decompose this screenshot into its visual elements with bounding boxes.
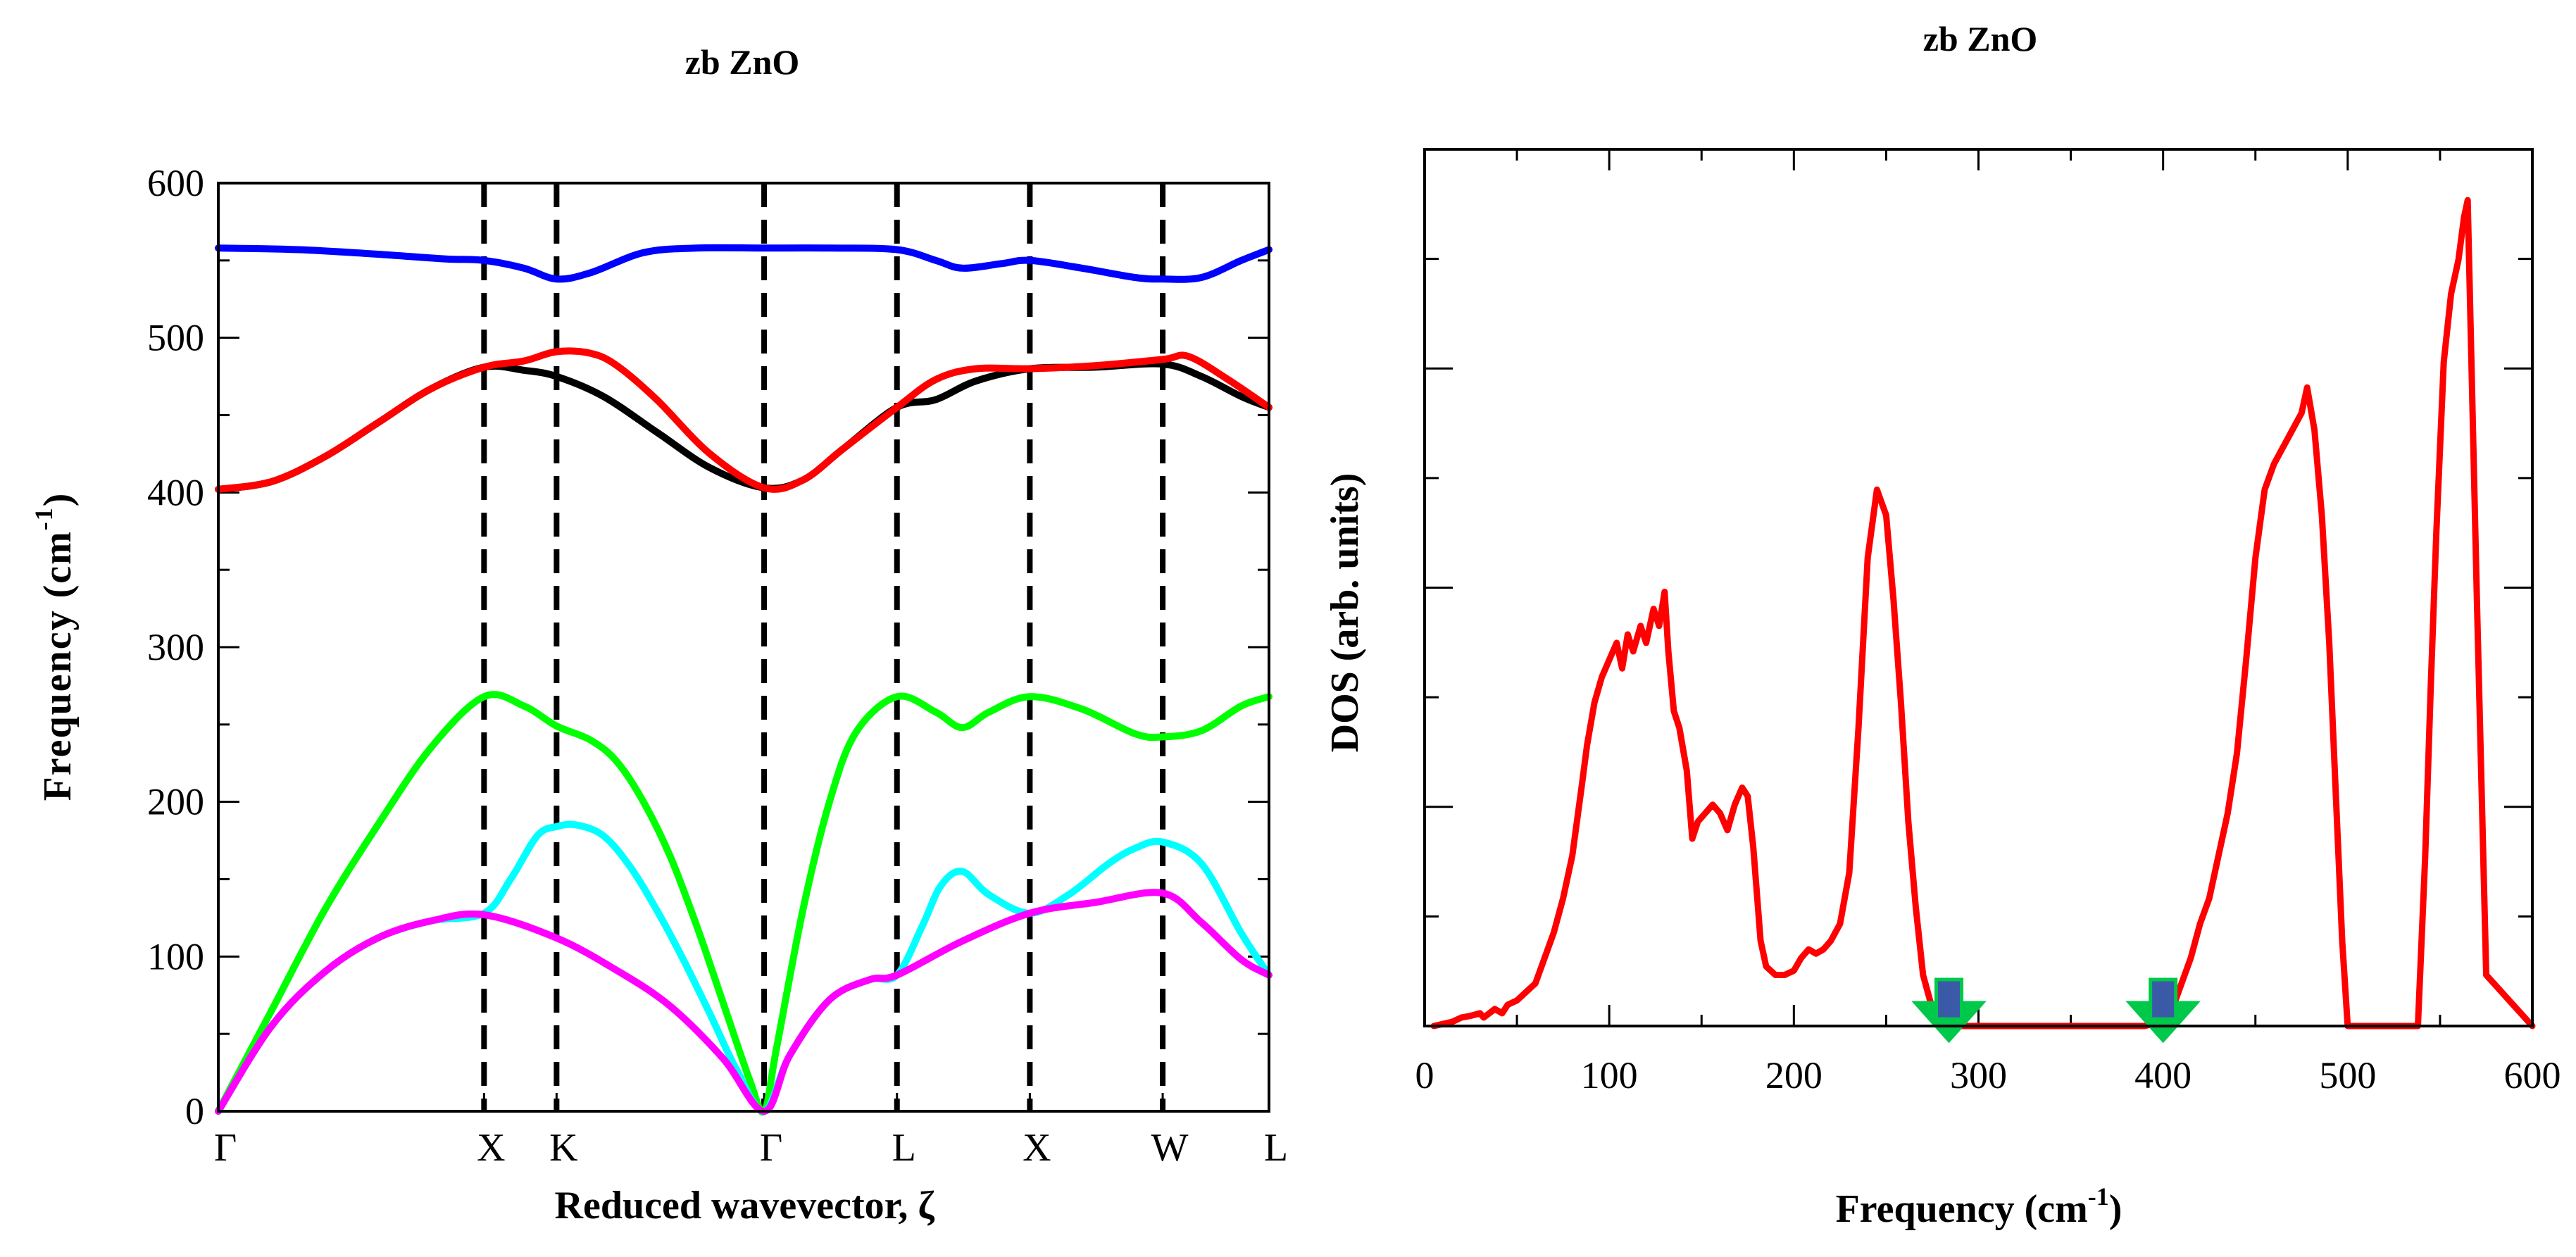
- left-x-symmetry-label-7: L: [1264, 1126, 1288, 1170]
- left-x-symmetry-label-2: K: [549, 1126, 577, 1170]
- left-x-symmetry-label-5: X: [1023, 1126, 1051, 1170]
- left-y-axis-label: Frequency (cm-1): [30, 492, 80, 801]
- left-dashed-verticals: [481, 183, 1166, 1111]
- left-series-line-0: [215, 244, 1273, 283]
- left-series-line-3: [215, 691, 1273, 1116]
- right-series-group: [1430, 196, 2536, 1044]
- right-x-tick-label-600: 600: [2504, 1054, 2561, 1096]
- dos-panel: zb ZnO 0 100 200 300 400 500 600 Frequency (cm…: [1323, 19, 2561, 1231]
- left-y-tick-label-400: 400: [147, 471, 204, 513]
- left-x-axis-label: Reduced wavevector, ζ: [555, 1184, 935, 1227]
- left-x-symmetry-label-1: X: [477, 1126, 505, 1170]
- left-x-symmetry-label-0: Γ: [214, 1126, 237, 1170]
- right-series-line-0: [1430, 196, 2536, 1030]
- right-x-tick-label-300: 300: [1950, 1054, 2007, 1096]
- right-chart-title: zb ZnO: [1923, 19, 2038, 58]
- left-series-line-2: [215, 347, 1273, 493]
- left-y-tick-label-0: 0: [185, 1090, 204, 1132]
- right-x-tick-label-200: 200: [1765, 1054, 1822, 1096]
- left-y-tick-label-500: 500: [147, 317, 204, 359]
- left-x-symmetry-label-4: L: [892, 1126, 916, 1170]
- left-y-ticks: 0 100 200 300 400 500 600: [147, 162, 1269, 1132]
- right-plot-frame: [1423, 148, 2534, 1027]
- right-x-ticks: 0 100 200 300 400 500 600: [1415, 149, 2561, 1096]
- right-x-axis-label: Frequency (cm-1): [1836, 1182, 2122, 1231]
- left-y-tick-label-300: 300: [147, 626, 204, 668]
- gap-marker-stem-1: [2149, 977, 2178, 1021]
- right-y-ticks: [1425, 258, 2532, 918]
- gap-marker-stem-0: [1934, 977, 1964, 1021]
- left-x-symmetry-label-6: W: [1151, 1126, 1189, 1170]
- left-x-symmetry-label-3: Γ: [760, 1126, 782, 1170]
- left-y-tick-label-100: 100: [147, 935, 204, 977]
- right-x-tick-label-500: 500: [2319, 1054, 2376, 1096]
- right-x-tick-label-100: 100: [1581, 1054, 1638, 1096]
- right-x-tick-label-400: 400: [2134, 1054, 2192, 1096]
- left-plot-frame: [217, 182, 1270, 1113]
- left-series-group: [215, 244, 1273, 1116]
- left-chart-title: zb ZnO: [685, 42, 800, 82]
- right-x-tick-label-0: 0: [1415, 1054, 1434, 1096]
- left-y-tick-label-600: 600: [147, 162, 204, 204]
- left-y-tick-label-200: 200: [147, 781, 204, 823]
- right-y-axis-label: DOS (arb. units): [1323, 473, 1367, 753]
